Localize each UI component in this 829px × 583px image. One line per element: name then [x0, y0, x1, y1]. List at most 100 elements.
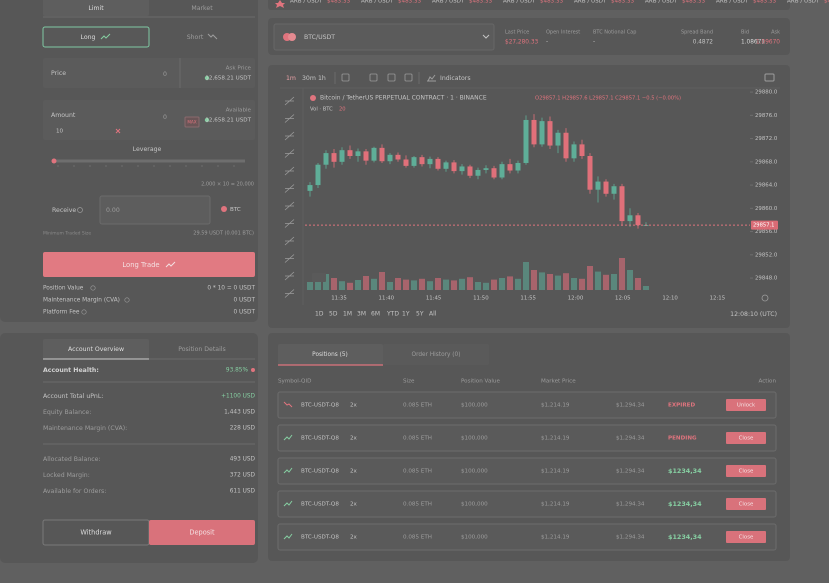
account-value: 1,443 USD: [224, 410, 255, 416]
interval[interactable]: 30m: [302, 75, 316, 82]
drawing-tool[interactable]: [284, 149, 295, 158]
pair-icon-b: [288, 33, 296, 41]
range-button[interactable]: 3M: [357, 311, 366, 318]
drawing-tool[interactable]: [284, 236, 295, 246]
row-action-button[interactable]: [726, 498, 766, 510]
volume-bar: [587, 266, 593, 290]
camera-icon[interactable]: [764, 73, 775, 82]
range-button[interactable]: 1M: [343, 311, 352, 318]
candle-body: [371, 147, 377, 161]
settings-icon[interactable]: [761, 294, 769, 302]
info-value: 0 USDT: [234, 298, 256, 304]
long-icon: [100, 33, 111, 40]
volume-bar: [331, 278, 337, 290]
chart-panel: [268, 65, 790, 328]
toolbar-icon[interactable]: [387, 73, 396, 82]
positions-tab-active: [278, 344, 383, 365]
price-value: 0: [163, 71, 167, 78]
volume-bar: [539, 272, 545, 290]
volume-bar: [411, 280, 417, 290]
range-button[interactable]: 1D: [315, 311, 324, 318]
stat-label: Spread Band: [681, 30, 713, 36]
volume-bar: [483, 282, 489, 290]
drawing-tool[interactable]: [284, 166, 295, 176]
drawing-tool[interactable]: [284, 184, 295, 193]
volume-bar: [627, 270, 633, 290]
drawing-tool[interactable]: [284, 114, 295, 123]
range-button[interactable]: 5D: [329, 311, 338, 318]
info-label: Maintenance Margin (CVA): [43, 298, 120, 304]
range-button[interactable]: 5Y: [416, 311, 424, 318]
tab-market[interactable]: Market: [191, 5, 213, 12]
range-button[interactable]: YTD: [386, 311, 399, 318]
range-button[interactable]: All: [429, 311, 437, 318]
min-value: 29.59 USDT (0.001 BTC): [193, 231, 254, 237]
long-toggle[interactable]: [42, 26, 150, 48]
drawing-tool[interactable]: [284, 289, 295, 298]
row-value: $100,000: [461, 403, 488, 409]
candle-body: [403, 159, 409, 166]
long-trade-button[interactable]: [43, 252, 255, 277]
ticker-price: $483.33: [753, 0, 777, 5]
account-value: 228 USD: [230, 426, 256, 432]
info-label: Position Value: [43, 286, 84, 292]
row-symbol: BTC-USDT-Q8: [301, 403, 339, 409]
row-action-label: Close: [739, 535, 754, 541]
drawing-tool[interactable]: [284, 254, 295, 263]
row-status: $1234,34: [668, 533, 702, 541]
interval[interactable]: 1m: [286, 75, 296, 82]
range-button[interactable]: 1Y: [402, 311, 410, 318]
range-button[interactable]: 6M: [371, 311, 380, 318]
upnl-label: Account Total uPnL:: [43, 393, 103, 400]
volume-bar: [635, 278, 641, 290]
drawing-tool[interactable]: [284, 219, 295, 228]
row-action-button[interactable]: [726, 399, 766, 411]
drawing-tool[interactable]: [284, 201, 295, 211]
receive-unit: BTC: [230, 207, 241, 213]
row-action-button[interactable]: [726, 465, 766, 477]
volume-bar: [643, 286, 649, 290]
tab-limit[interactable]: Limit: [88, 5, 104, 12]
amount-value: 0: [163, 114, 167, 121]
drawing-tool[interactable]: [284, 96, 295, 106]
short-label[interactable]: Short: [187, 34, 204, 41]
toolbar-icon[interactable]: [404, 73, 413, 82]
long-label: Long: [81, 34, 96, 41]
account-tab[interactable]: Position Details: [178, 346, 226, 353]
account-panel: [0, 333, 258, 563]
account-tab[interactable]: Account Overview: [68, 346, 124, 353]
candle-body: [619, 186, 625, 222]
row-action-button[interactable]: [726, 432, 766, 444]
row-status: $1234,34: [668, 467, 702, 475]
pair-select[interactable]: [273, 23, 495, 51]
drawing-tool[interactable]: [284, 131, 295, 141]
row-action-button[interactable]: [726, 531, 766, 543]
drawing-tool[interactable]: [284, 271, 295, 281]
volume-bar: [371, 278, 377, 290]
deposit-button[interactable]: [149, 520, 255, 545]
positions-tab[interactable]: Positions (5): [312, 352, 348, 358]
price-row: [43, 58, 255, 88]
toolbar-icon[interactable]: [369, 73, 378, 82]
candle-body: [323, 153, 329, 165]
leverage-thumb[interactable]: [51, 158, 57, 164]
amount-label: Amount: [51, 112, 76, 119]
positions-tab[interactable]: Order History (0): [412, 352, 461, 358]
candle-body: [459, 166, 465, 172]
volume-bar: [443, 279, 449, 290]
ticker-price: $483.33: [469, 0, 493, 5]
candle-body: [523, 119, 529, 163]
max-button[interactable]: [184, 116, 200, 128]
row-leverage: 2x: [350, 535, 358, 541]
volume-bar: [451, 280, 457, 290]
toolbar-icon[interactable]: [341, 73, 350, 82]
volume-bar: [547, 274, 553, 290]
receive-value: 0.00: [106, 207, 120, 214]
indicators-button[interactable]: Indicators: [440, 75, 471, 82]
time-tick-label: 12:00: [568, 296, 584, 302]
stat-label: Last Price: [505, 30, 529, 36]
candle-body: [555, 132, 561, 146]
candle-body: [507, 164, 513, 171]
interval[interactable]: 1h: [318, 75, 326, 82]
